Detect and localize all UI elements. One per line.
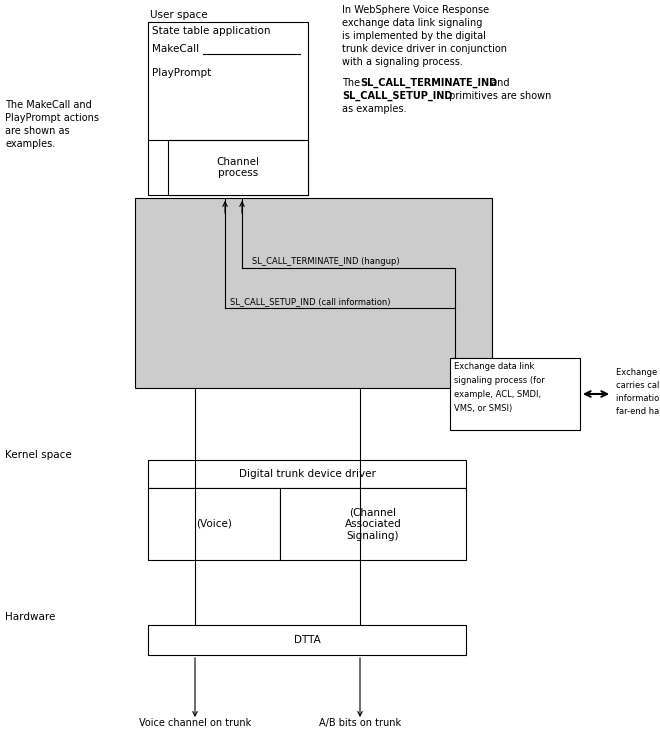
Text: In WebSphere Voice Response: In WebSphere Voice Response (342, 5, 489, 15)
Text: DTTA: DTTA (294, 635, 320, 645)
Text: Channel
process: Channel process (216, 157, 259, 178)
Text: as examples.: as examples. (342, 104, 407, 114)
Text: A/B bits on trunk: A/B bits on trunk (319, 718, 401, 728)
Text: with a signaling process.: with a signaling process. (342, 57, 463, 67)
Text: primitives are shown: primitives are shown (446, 91, 551, 101)
Text: The: The (342, 78, 363, 88)
Text: Kernel space: Kernel space (5, 450, 72, 460)
Bar (135, 198, 492, 388)
Text: example, ACL, SMDI,: example, ACL, SMDI, (454, 390, 541, 399)
Bar (148, 22, 308, 195)
Text: trunk device driver in conjunction: trunk device driver in conjunction (342, 44, 507, 54)
Bar (168, 140, 308, 195)
Text: Voice channel on trunk: Voice channel on trunk (139, 718, 251, 728)
Text: examples.: examples. (5, 139, 55, 149)
Text: Exchange data link: Exchange data link (454, 362, 535, 371)
Text: Digital trunk device driver: Digital trunk device driver (238, 469, 376, 479)
Text: Hardware: Hardware (5, 612, 55, 622)
Text: (Voice): (Voice) (196, 519, 232, 529)
Bar (148, 460, 466, 488)
Text: and: and (488, 78, 510, 88)
Bar (148, 625, 466, 655)
Text: PlayPrompt: PlayPrompt (152, 68, 211, 78)
Text: User space: User space (150, 10, 208, 20)
Text: (Channel
Associated
Signaling): (Channel Associated Signaling) (345, 507, 401, 541)
Text: VMS, or SMSI): VMS, or SMSI) (454, 404, 512, 413)
Text: exchange data link signaling: exchange data link signaling (342, 18, 482, 28)
Text: MakeCall: MakeCall (152, 44, 199, 54)
Text: PlayPrompt actions: PlayPrompt actions (5, 113, 99, 123)
Text: carries call: carries call (616, 381, 660, 390)
Text: SL_CALL_TERMINATE_IND (hangup): SL_CALL_TERMINATE_IND (hangup) (252, 257, 399, 266)
Bar (280, 488, 466, 560)
Bar (450, 358, 580, 430)
Text: The MakeCall and: The MakeCall and (5, 100, 92, 110)
Text: SL_CALL_SETUP_IND: SL_CALL_SETUP_IND (342, 91, 452, 101)
Text: SL_CALL_TERMINATE_IND: SL_CALL_TERMINATE_IND (360, 78, 497, 88)
Text: State table application: State table application (152, 26, 271, 36)
Text: far-end hangup: far-end hangup (616, 407, 660, 416)
Text: is implemented by the digital: is implemented by the digital (342, 31, 486, 41)
Text: SL_CALL_SETUP_IND (call information): SL_CALL_SETUP_IND (call information) (230, 297, 391, 306)
Text: Exchange data link: Exchange data link (616, 368, 660, 377)
Text: information and: information and (616, 394, 660, 403)
Bar (148, 488, 280, 560)
Text: are shown as: are shown as (5, 126, 69, 136)
Text: signaling process (for: signaling process (for (454, 376, 544, 385)
